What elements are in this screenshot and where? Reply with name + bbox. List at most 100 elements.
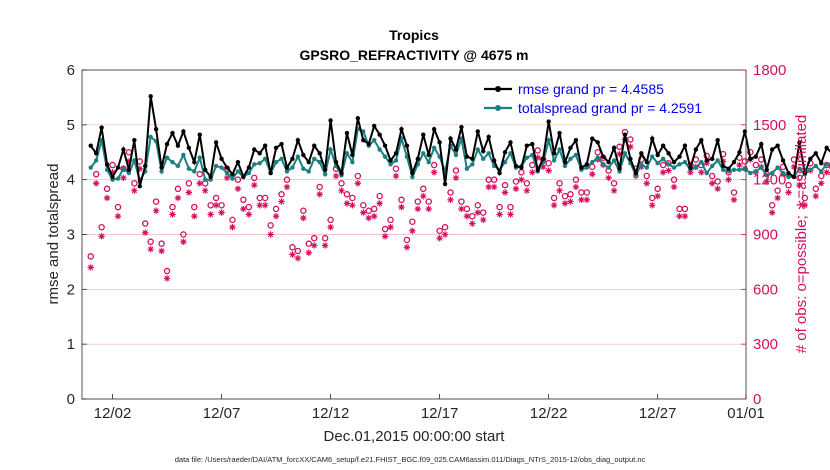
assimilated-obs-point	[152, 207, 160, 214]
possible-obs-point	[305, 240, 313, 247]
assimilated-obs-point	[818, 180, 825, 187]
rmse-point	[568, 145, 573, 151]
possible-obs-point	[490, 176, 498, 183]
assimilated-obs-point	[474, 209, 481, 216]
possible-obs-point	[234, 176, 242, 183]
rmse-point	[590, 136, 595, 141]
x-tick-label: 12/07	[203, 405, 241, 422]
spread-point	[372, 137, 377, 143]
rmse-point	[748, 156, 753, 162]
spread-point	[186, 166, 192, 171]
rmse-point	[333, 159, 339, 165]
spread-point	[312, 156, 317, 162]
rmse-point	[557, 130, 562, 136]
rmse-point	[579, 165, 584, 170]
assimilated-obs-point	[578, 196, 585, 203]
assimilated-obs-point	[469, 220, 476, 227]
possible-obs-point	[774, 187, 781, 194]
spread-point	[693, 165, 699, 170]
assimilated-obs-point	[283, 183, 291, 191]
assimilated-obs-point	[174, 194, 182, 202]
spread-point	[426, 159, 431, 165]
rmse-point	[388, 158, 393, 163]
rmse-point	[551, 151, 557, 156]
rmse-point	[295, 137, 301, 143]
spread-point	[470, 162, 475, 167]
spread-point	[546, 137, 551, 143]
possible-obs-point	[643, 172, 651, 180]
rmse-point	[148, 94, 153, 99]
rmse-point	[693, 147, 699, 152]
legend: rmse grand pr = 4.4585 totalspread grand…	[480, 76, 744, 118]
spread-point	[573, 152, 579, 158]
possible-obs-point	[349, 194, 356, 202]
rmse-point	[546, 119, 551, 124]
spread-point	[475, 147, 480, 152]
spread-point	[464, 166, 470, 171]
assimilated-obs-point	[305, 249, 312, 256]
spread-point	[557, 147, 562, 152]
rmse-point	[448, 136, 453, 141]
spread-point	[797, 166, 802, 171]
rmse-point	[682, 143, 688, 148]
rmse-point	[502, 150, 508, 155]
possible-obs-point	[354, 172, 362, 180]
rmse-point	[121, 147, 126, 152]
possible-obs-point	[376, 192, 383, 200]
assimilated-obs-point	[649, 202, 656, 209]
assimilated-obs-point	[441, 231, 449, 238]
rmse-point	[824, 145, 829, 151]
spread-point	[622, 151, 628, 156]
spread-point	[562, 163, 568, 169]
rmse-point	[137, 184, 142, 189]
rmse-point	[573, 137, 579, 143]
spread-point	[524, 155, 530, 160]
possible-obs-point	[289, 244, 296, 251]
x-tick-label: 12/22	[530, 405, 568, 422]
spread-point	[704, 170, 709, 176]
rmse-point	[350, 152, 355, 158]
rmse-point	[775, 143, 780, 148]
spread-point	[159, 169, 164, 174]
rmse-point	[186, 145, 192, 151]
assimilated-obs-point	[267, 231, 274, 238]
possible-obs-point	[752, 161, 760, 169]
assimilated-obs-point	[583, 196, 591, 203]
spread-point	[551, 158, 557, 163]
assimilated-obs-point	[458, 205, 465, 213]
spread-point	[344, 151, 350, 156]
spread-point	[715, 158, 720, 163]
y2-tick-label: 1200	[753, 172, 786, 189]
rmse-point	[219, 156, 224, 162]
possible-obs-point	[131, 180, 138, 187]
possible-obs-point	[114, 203, 122, 211]
rmse-point	[726, 166, 731, 171]
spread-point	[175, 163, 181, 169]
spread-point	[410, 174, 415, 180]
assimilated-obs-point	[518, 176, 525, 183]
rmse-point	[170, 130, 175, 136]
assimilated-obs-point	[114, 213, 122, 220]
possible-obs-point	[300, 207, 307, 214]
spread-point	[301, 166, 306, 171]
assimilated-obs-point	[321, 242, 329, 249]
assimilated-obs-point	[507, 211, 514, 218]
rmse-point	[742, 129, 748, 134]
spread-point	[759, 165, 764, 170]
rmse-point	[252, 147, 257, 152]
rmse-point	[519, 165, 524, 170]
possible-obs-point	[681, 205, 689, 213]
rmse-point	[802, 170, 808, 176]
rmse-point	[769, 147, 775, 152]
spread-point	[170, 159, 175, 165]
possible-obs-point	[103, 185, 111, 193]
rmse-point	[230, 171, 235, 177]
assimilated-obs-point	[659, 169, 667, 176]
spread-point	[486, 151, 491, 156]
possible-obs-point	[501, 181, 509, 189]
rmse-point	[780, 158, 786, 163]
spread-point	[671, 165, 677, 170]
assimilated-obs-point	[125, 158, 133, 165]
possible-obs-point	[452, 167, 460, 174]
